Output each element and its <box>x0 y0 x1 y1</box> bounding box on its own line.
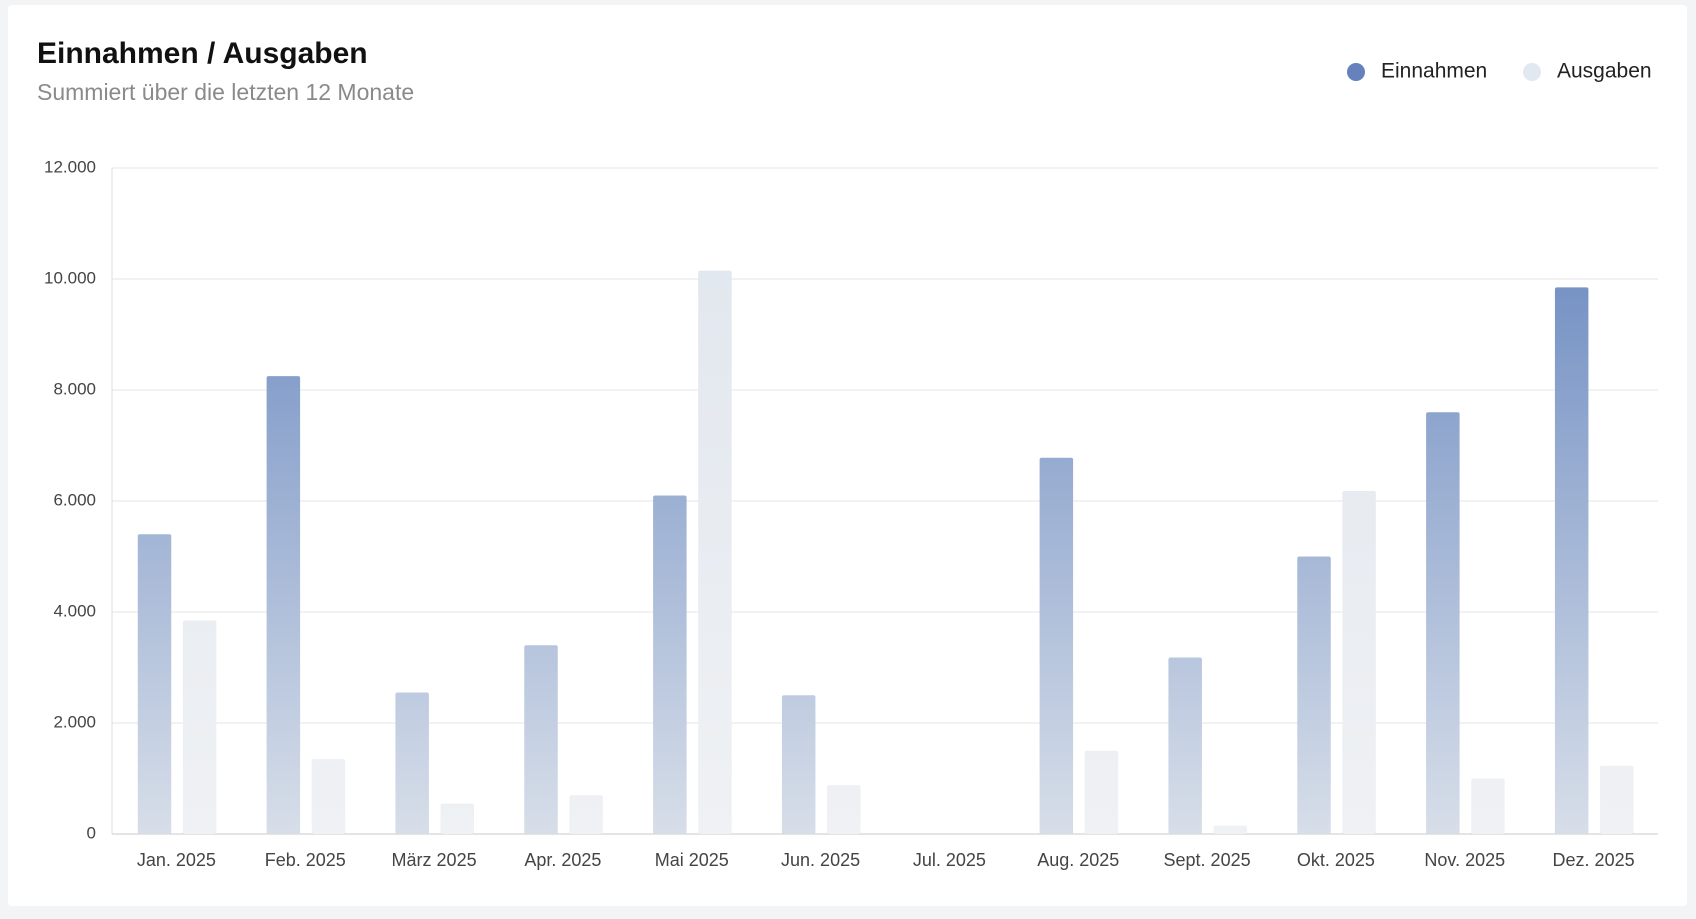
legend-marker <box>1347 63 1365 81</box>
bar <box>1342 491 1376 834</box>
legend-marker <box>1523 63 1541 81</box>
y-tick-label: 12.000 <box>44 157 96 176</box>
bar <box>653 495 687 834</box>
bar <box>1600 765 1634 834</box>
x-tick-label: Jun. 2025 <box>781 850 860 870</box>
bar <box>311 759 346 834</box>
bar <box>440 803 475 834</box>
bar <box>569 795 603 834</box>
chart-title: Einnahmen / Ausgaben <box>37 37 368 70</box>
y-tick-label: 10.000 <box>44 268 96 287</box>
y-tick-label: 4.000 <box>53 601 96 620</box>
bar <box>137 534 172 834</box>
bar <box>827 785 861 834</box>
bar <box>1039 457 1074 834</box>
y-tick-label: 2.000 <box>53 712 96 731</box>
bar <box>395 692 429 834</box>
x-tick-label: Jul. 2025 <box>913 850 986 870</box>
bar <box>524 645 558 834</box>
y-tick-label: 6.000 <box>53 490 96 509</box>
bar <box>698 270 732 834</box>
x-tick-label: Apr. 2025 <box>524 850 601 870</box>
bar <box>1471 778 1505 834</box>
bar <box>1084 750 1119 834</box>
card <box>8 5 1687 906</box>
bar <box>781 695 816 834</box>
bar <box>1426 412 1460 834</box>
bar <box>1168 657 1202 834</box>
chart-subtitle: Summiert über die letzten 12 Monate <box>37 79 414 105</box>
x-tick-label: Mai 2025 <box>655 850 729 870</box>
bar <box>1554 287 1589 834</box>
legend-label: Einnahmen <box>1381 60 1487 83</box>
y-tick-label: 0 <box>87 823 96 842</box>
bar <box>1297 556 1331 834</box>
x-tick-label: Jan. 2025 <box>137 850 216 870</box>
legend-label: Ausgaben <box>1557 60 1652 83</box>
x-tick-label: Feb. 2025 <box>265 850 346 870</box>
y-tick-label: 8.000 <box>53 379 96 398</box>
x-tick-label: Sept. 2025 <box>1164 850 1251 870</box>
x-tick-label: Dez. 2025 <box>1553 850 1635 870</box>
x-tick-label: März 2025 <box>392 850 477 870</box>
x-tick-label: Nov. 2025 <box>1424 850 1505 870</box>
bar <box>182 620 217 834</box>
bar <box>1213 825 1248 834</box>
x-tick-label: Okt. 2025 <box>1297 850 1375 870</box>
x-tick-label: Aug. 2025 <box>1037 850 1119 870</box>
bar <box>266 376 301 834</box>
